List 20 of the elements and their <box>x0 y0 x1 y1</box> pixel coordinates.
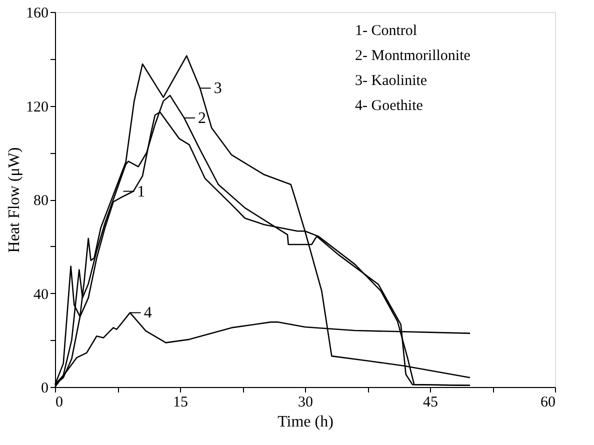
y-tick-label: 0 <box>41 380 48 396</box>
annotation: 4- Goethite <box>355 98 424 114</box>
annotation: 1- Control <box>355 23 418 39</box>
y-tick-label: 160 <box>26 6 48 22</box>
annotation: 3 <box>214 80 222 98</box>
x-tick-label: 30 <box>298 394 313 410</box>
annotation: 2- Montmorillonite <box>355 48 471 64</box>
x-tick-label: 15 <box>173 394 188 410</box>
annotation: 2 <box>198 110 206 127</box>
annotation: 4 <box>144 304 152 322</box>
y-tick-label: 80 <box>34 193 48 209</box>
y-axis-title: Heat Flow (μW) <box>6 147 23 253</box>
y-tick-label: 120 <box>26 99 48 116</box>
y-tick-label: 40 <box>34 286 48 303</box>
annotation: 3- Kaolinite <box>355 73 428 89</box>
annotation: 1 <box>137 183 146 200</box>
x-tick-label: 0 <box>56 394 63 410</box>
x-tick-label: 45 <box>423 394 438 410</box>
x-tick-label: 60 <box>540 394 556 410</box>
x-axis-title: Time (h) <box>278 414 334 430</box>
